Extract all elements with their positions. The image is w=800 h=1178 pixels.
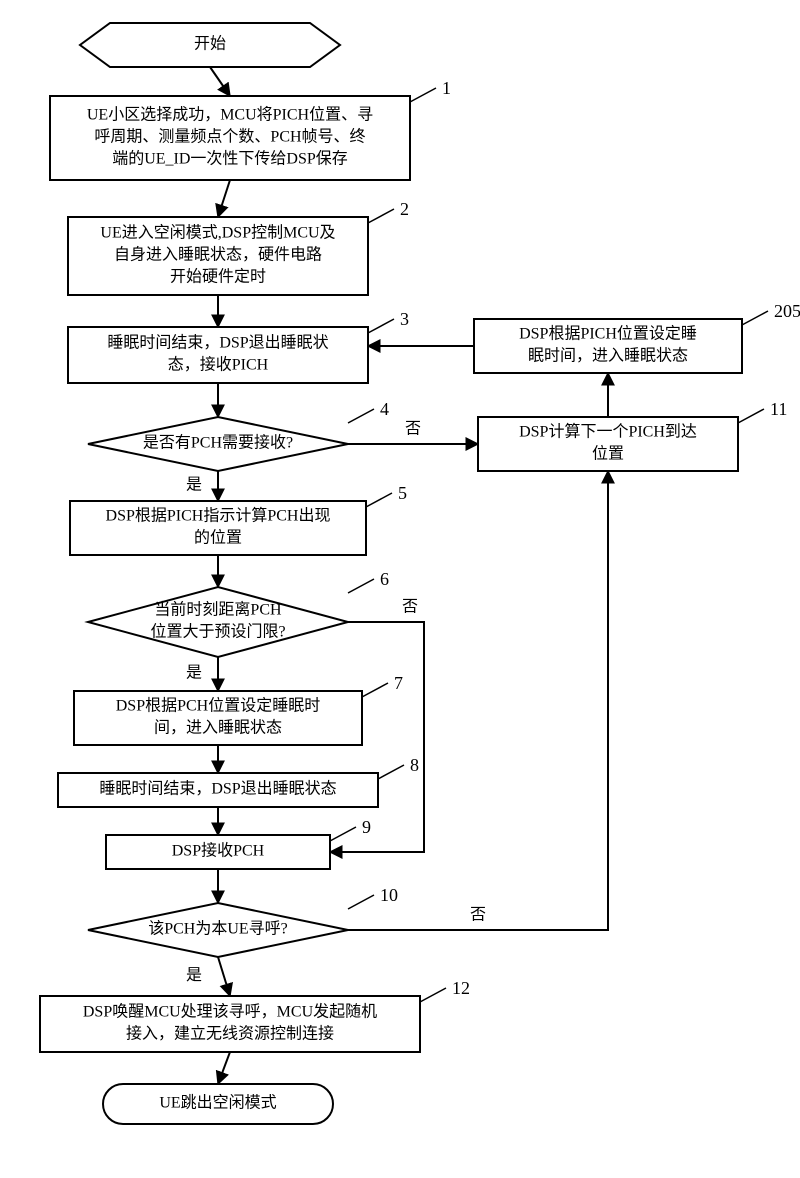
svg-text:呼周期、测量频点个数、PCH帧号、终: 呼周期、测量频点个数、PCH帧号、终 bbox=[94, 128, 365, 146]
node-end: UE跳出空闲模式 bbox=[103, 1084, 333, 1124]
svg-text:8: 8 bbox=[410, 755, 419, 775]
node-n6: 当前时刻距离PCH 位置大于预设门限? 6 bbox=[88, 569, 389, 657]
node-n205: DSP根据PICH位置设定睡眠时间，进入睡眠状态 205 bbox=[474, 301, 800, 373]
svg-text:2: 2 bbox=[400, 199, 409, 219]
svg-text:态，接收PICH: 态，接收PICH bbox=[168, 356, 269, 374]
node-n5: DSP根据PICH指示计算PCH出现的位置 5 bbox=[70, 483, 407, 555]
svg-text:DSP根据PICH位置设定睡: DSP根据PICH位置设定睡 bbox=[519, 325, 697, 343]
flowchart-svg: 是是是否否否开始UE小区选择成功，MCU将PICH位置、寻呼周期、测量频点个数、… bbox=[0, 0, 800, 1178]
svg-text:11: 11 bbox=[770, 399, 787, 419]
svg-text:位置: 位置 bbox=[592, 445, 624, 463]
svg-text:DSP计算下一个PICH到达: DSP计算下一个PICH到达 bbox=[519, 422, 697, 441]
nodes: 开始 UE小区选择成功，MCU将PICH位置、寻呼周期、测量频点个数、PCH帧号、… bbox=[40, 23, 800, 1124]
svg-text:接入，建立无线资源控制连接: 接入，建立无线资源控制连接 bbox=[126, 1025, 334, 1043]
svg-text:是: 是 bbox=[186, 477, 202, 494]
svg-text:睡眠时间结束，DSP退出睡眠状: 睡眠时间结束，DSP退出睡眠状 bbox=[107, 334, 328, 352]
node-n1: UE小区选择成功，MCU将PICH位置、寻呼周期、测量频点个数、PCH帧号、终端… bbox=[50, 78, 451, 180]
svg-text:当前时刻距离PCH: 当前时刻距离PCH bbox=[154, 601, 282, 619]
svg-text:10: 10 bbox=[380, 885, 398, 905]
svg-text:开始: 开始 bbox=[194, 35, 226, 53]
svg-text:UE小区选择成功，MCU将PICH位置、寻: UE小区选择成功，MCU将PICH位置、寻 bbox=[87, 106, 373, 124]
svg-text:UE跳出空闲模式: UE跳出空闲模式 bbox=[159, 1094, 276, 1112]
svg-text:位置大于预设门限?: 位置大于预设门限? bbox=[150, 623, 285, 641]
node-n8: 睡眠时间结束，DSP退出睡眠状态 8 bbox=[58, 755, 419, 807]
node-n4: 是否有PCH需要接收? 4 bbox=[88, 399, 389, 471]
svg-text:3: 3 bbox=[400, 309, 409, 329]
svg-text:间，进入睡眠状态: 间，进入睡眠状态 bbox=[154, 719, 282, 737]
svg-text:205: 205 bbox=[774, 301, 800, 321]
svg-text:DSP唤醒MCU处理该寻呼，MCU发起随机: DSP唤醒MCU处理该寻呼，MCU发起随机 bbox=[83, 1003, 377, 1021]
svg-text:的位置: 的位置 bbox=[194, 529, 242, 547]
node-n9: DSP接收PCH 9 bbox=[106, 817, 371, 869]
svg-text:是: 是 bbox=[186, 967, 202, 984]
svg-text:睡眠时间结束，DSP退出睡眠状态: 睡眠时间结束，DSP退出睡眠状态 bbox=[99, 780, 336, 798]
svg-text:1: 1 bbox=[442, 78, 451, 98]
svg-text:UE进入空闲模式,DSP控制MCU及: UE进入空闲模式,DSP控制MCU及 bbox=[100, 224, 335, 242]
svg-text:否: 否 bbox=[470, 907, 486, 924]
svg-text:9: 9 bbox=[362, 817, 371, 837]
svg-text:DSP根据PICH指示计算PCH出现: DSP根据PICH指示计算PCH出现 bbox=[106, 506, 331, 525]
svg-text:12: 12 bbox=[452, 978, 470, 998]
node-start: 开始 bbox=[80, 23, 340, 67]
node-n11: DSP计算下一个PICH到达位置 11 bbox=[478, 399, 787, 471]
svg-text:端的UE_ID一次性下传给DSP保存: 端的UE_ID一次性下传给DSP保存 bbox=[112, 150, 348, 168]
svg-text:是否有PCH需要接收?: 是否有PCH需要接收? bbox=[143, 434, 293, 452]
node-n12: DSP唤醒MCU处理该寻呼，MCU发起随机接入，建立无线资源控制连接 12 bbox=[40, 978, 470, 1052]
svg-text:DSP接收PCH: DSP接收PCH bbox=[172, 842, 265, 860]
node-n10: 该PCH为本UE寻呼? 10 bbox=[88, 885, 398, 957]
svg-text:5: 5 bbox=[398, 483, 407, 503]
node-n2: UE进入空闲模式,DSP控制MCU及自身进入睡眠状态，硬件电路开始硬件定时 2 bbox=[68, 199, 409, 295]
node-n3: 睡眠时间结束，DSP退出睡眠状态，接收PICH 3 bbox=[68, 309, 409, 383]
svg-text:开始硬件定时: 开始硬件定时 bbox=[170, 268, 266, 286]
svg-text:眠时间，进入睡眠状态: 眠时间，进入睡眠状态 bbox=[528, 347, 688, 365]
svg-text:否: 否 bbox=[402, 599, 418, 616]
svg-text:否: 否 bbox=[405, 421, 421, 438]
svg-text:6: 6 bbox=[380, 569, 389, 589]
svg-text:7: 7 bbox=[394, 673, 403, 693]
svg-text:该PCH为本UE寻呼?: 该PCH为本UE寻呼? bbox=[148, 920, 288, 938]
svg-text:是: 是 bbox=[186, 665, 202, 682]
svg-text:自身进入睡眠状态，硬件电路: 自身进入睡眠状态，硬件电路 bbox=[114, 246, 322, 264]
svg-text:DSP根据PCH位置设定睡眠时: DSP根据PCH位置设定睡眠时 bbox=[116, 697, 320, 715]
node-n7: DSP根据PCH位置设定睡眠时间，进入睡眠状态 7 bbox=[74, 673, 403, 745]
svg-text:4: 4 bbox=[380, 399, 389, 419]
